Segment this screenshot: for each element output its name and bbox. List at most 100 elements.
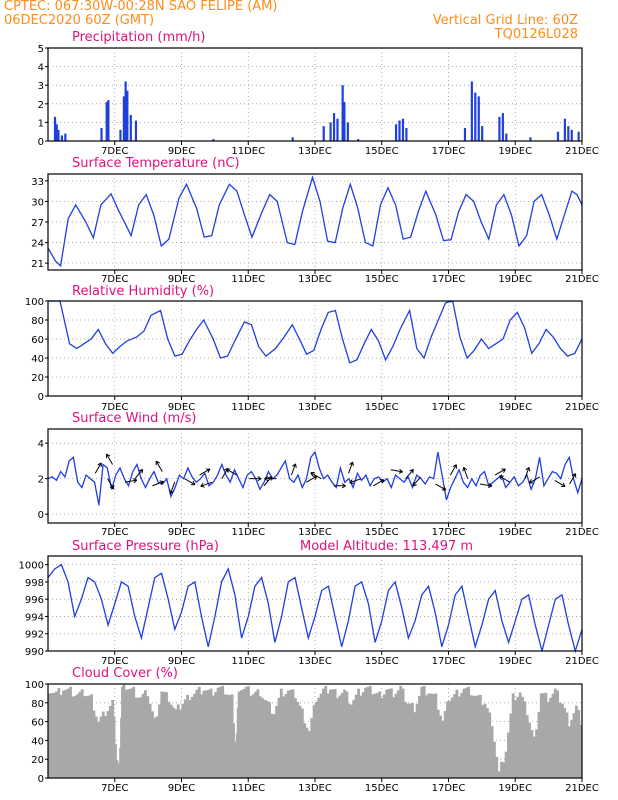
cloud-bar (558, 702, 562, 778)
cloud-bar (315, 701, 318, 778)
cloud-bar (371, 694, 375, 778)
series-line-rh (48, 300, 583, 364)
cloud-bar (52, 692, 56, 778)
cloud-bar (92, 710, 96, 778)
cloud-bar (420, 686, 424, 778)
cloud-bar (307, 731, 311, 778)
cloud-bar (579, 724, 583, 778)
cloud-bar (497, 771, 501, 778)
wind-arrow (124, 479, 137, 483)
panel-frame (47, 683, 583, 779)
cloud-bar (275, 705, 279, 778)
cloud-bar (352, 699, 356, 778)
wind-arrow (499, 475, 511, 483)
cloud-bar (242, 689, 246, 778)
cloud-bar (544, 692, 548, 778)
y-tick-label: 5 (38, 44, 44, 55)
precip-bar (570, 129, 573, 141)
cloud-bar (528, 722, 531, 778)
cloud-bar (66, 688, 70, 778)
y-tick-label: 27 (31, 218, 44, 229)
panel-temp: 21 24 27 30 33 7DEC 9DEC 11DEC 13DEC 15DEC 17DEC 19… (31, 156, 599, 285)
cloud-bar (172, 707, 175, 778)
x-tick-label: 21DEC (565, 656, 599, 667)
panel-rh: 0 20 40 60 80 100 7DEC 9DEC 11DEC 13DEC 15DEC 17DEC… (25, 284, 599, 413)
cloud-bar (399, 685, 403, 778)
precip-bar (332, 113, 336, 141)
precip-bar (498, 116, 501, 141)
x-tick-label: 7DEC (101, 402, 128, 413)
wind-arrow (184, 478, 196, 486)
cloud-bar (368, 685, 372, 778)
cloud-bar (563, 708, 567, 778)
wind-arrowhead (97, 462, 102, 467)
wind-arrowhead (169, 489, 174, 494)
cloud-bar (474, 695, 478, 778)
y-tick-label: 80 (31, 699, 44, 710)
cloud-bar (394, 693, 398, 778)
precip-bar (291, 137, 294, 141)
cloud-bar (190, 696, 194, 778)
x-tick-label: 17DEC (432, 527, 466, 538)
y-tick-label: 4 (38, 439, 44, 450)
y-tick-label: 0 (38, 392, 44, 403)
wind-arrowhead (225, 468, 231, 473)
cloud-bar (174, 709, 178, 778)
cloud-bar (153, 717, 157, 778)
wind-arrowhead (452, 464, 457, 469)
cloud-bar (319, 693, 323, 778)
cloud-bar (258, 696, 262, 778)
wind-arrowhead (159, 480, 164, 486)
cloud-bar (251, 694, 255, 778)
y-tick-label: 0 (38, 774, 44, 785)
wind-arrow (106, 453, 114, 465)
cloud-bar (148, 703, 152, 778)
precip-bar (336, 118, 339, 141)
cloud-bar (249, 695, 253, 778)
cloud-bar (268, 702, 271, 778)
panel-precip: 0 1 2 3 4 5 7DEC 9DEC 11DEC 13DEC 15DEC 17DEC 19DEC 2… (38, 30, 599, 157)
wind-arrowhead (257, 476, 262, 482)
panel-frame (47, 47, 583, 142)
x-tick-label: 11DEC (231, 656, 265, 667)
x-tick-label: 9DEC (168, 274, 195, 285)
x-tick-label: 15DEC (365, 274, 399, 285)
cloud-bar (514, 700, 517, 778)
cloud-bar (183, 699, 187, 778)
x-tick-label: 13DEC (298, 146, 332, 157)
cloud-bar (434, 693, 438, 778)
cloud-bar (78, 691, 82, 778)
cloud-bar (378, 691, 382, 778)
y-tick-label: 33 (31, 177, 44, 188)
wind-arrow (170, 482, 176, 494)
y-tick-label: 20 (31, 755, 44, 766)
x-tick-label: 21DEC (565, 402, 599, 413)
cloud-bar (375, 693, 379, 778)
cloud-bar (404, 701, 407, 778)
y-tick-label: 80 (31, 316, 44, 327)
cloud-bar (83, 696, 86, 778)
cloud-bar (509, 713, 513, 778)
cloud-bar (504, 751, 508, 778)
wind-arrowhead (398, 468, 403, 474)
x-tick-label: 13DEC (298, 783, 332, 794)
y-tick-label: 40 (31, 354, 44, 365)
cloud-bar (272, 714, 276, 778)
cloud-bar (62, 690, 65, 778)
cloud-bar (450, 697, 454, 778)
cloud-bar (305, 727, 309, 778)
panel-title: Relative Humidity (%) (72, 284, 214, 299)
cloud-bar (129, 688, 133, 778)
x-tick-label: 7DEC (101, 527, 128, 538)
cloud-bar (326, 693, 330, 778)
cloud-bar (460, 693, 464, 778)
cloud-bar (90, 694, 93, 778)
x-tick-label: 15DEC (365, 527, 399, 538)
cloud-bar (329, 689, 332, 778)
panel-subtitle: Model Altitude: 113.497 m (300, 539, 473, 554)
wind-arrowhead (499, 475, 504, 480)
cloud-bar (270, 713, 274, 778)
header-station: CPTEC: 067:30W-00:28N SAO FELIPE (AM) (4, 0, 278, 14)
cloud-bar (343, 689, 346, 778)
wind-arrowhead (409, 468, 414, 474)
